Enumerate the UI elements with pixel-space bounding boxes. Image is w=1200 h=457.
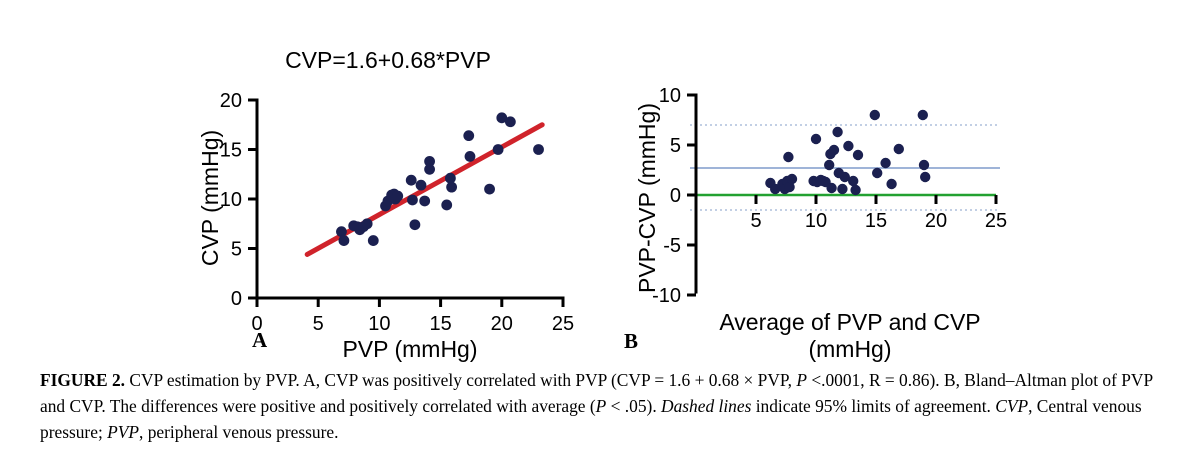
panel-b-letter: B	[624, 329, 638, 353]
panel-b-x-tick-5: 5	[750, 210, 761, 232]
panel-b-y-axis-label: PVP-CVP (mmHg)	[634, 103, 660, 293]
panel-a-scatter-plot: CVP=1.6+0.68*PVP 0 5 10 15 20 25 0 5 10 15 20 PVP …	[0, 0, 600, 370]
panel-b-reference-lines	[690, 124, 1000, 211]
data-point	[441, 199, 453, 211]
data-point	[463, 130, 475, 142]
panel-a-y-tick-20: 20	[220, 90, 242, 112]
figure-caption: FIGURE 2. CVP estimation by PVP. A, CVP …	[0, 368, 1200, 445]
data-point	[444, 172, 456, 184]
data-point	[832, 126, 843, 138]
data-point	[850, 184, 861, 196]
data-point	[837, 183, 848, 195]
panel-a-svg: CVP=1.6+0.68*PVP 0 5 10 15 20 25 0 5 10 15 20 PVP …	[197, 47, 574, 362]
data-point	[918, 159, 930, 171]
data-point	[786, 173, 798, 185]
panel-a-x-tick-15: 15	[429, 313, 451, 335]
panel-b-y-tick-10: 10	[659, 85, 681, 107]
panel-a-y-tick-15: 15	[220, 140, 242, 162]
panel-b-x-tick-20: 20	[925, 210, 947, 232]
caption-segment: CVP estimation by PVP. A, CVP was positi…	[125, 370, 797, 390]
data-point	[810, 133, 822, 145]
data-point	[848, 175, 859, 187]
caption-segment: indicate 95% limits of agreement.	[751, 395, 996, 416]
caption-segment: , Central venous pressure;	[40, 395, 1142, 442]
caption-italic-term: PVP	[107, 421, 140, 442]
panel-b-axes	[687, 93, 998, 297]
panel-a-x-tick-25: 25	[552, 313, 574, 335]
panel-b-x-tick-15: 15	[865, 210, 887, 232]
data-point	[424, 163, 435, 175]
panel-a-x-tick-10: 10	[368, 313, 390, 335]
data-point	[880, 157, 891, 169]
data-point	[496, 112, 508, 124]
data-point	[872, 167, 883, 179]
caption-segment: <.0001, R = 0.86). B, Bland–Altman plot …	[40, 370, 1153, 416]
panel-b-y-tick--5: -5	[663, 235, 681, 257]
data-point	[824, 159, 835, 171]
data-point	[415, 179, 427, 191]
data-point	[784, 181, 795, 193]
data-point	[392, 190, 404, 202]
data-point	[424, 155, 435, 167]
data-point	[533, 144, 544, 155]
panel-b-y-tick-0: 0	[670, 185, 681, 207]
data-point	[852, 149, 864, 161]
data-point	[504, 116, 516, 128]
panel-b-bland-altman-plot: -10 -5 0 5 10 5 10 15 20 25 Average of PVP and CV…	[600, 0, 1200, 370]
caption-italic-term: Dashed lines	[661, 395, 752, 416]
data-point	[336, 226, 347, 238]
data-point	[419, 195, 431, 207]
data-point	[361, 218, 373, 230]
data-point	[920, 171, 931, 183]
panel-a-axes	[248, 98, 565, 307]
data-point	[407, 194, 418, 206]
data-point	[405, 174, 417, 186]
panel-a-tick-labels: 0 5 10 15 20 25 0 5 10 15 20	[220, 90, 574, 335]
data-point	[826, 182, 837, 194]
data-point	[409, 219, 421, 231]
data-point	[839, 171, 850, 183]
data-point	[843, 140, 854, 152]
panel-b-x-tick-10: 10	[805, 210, 827, 232]
panel-a-x-tick-5: 5	[313, 313, 324, 335]
data-point	[464, 151, 476, 162]
panel-a-letter: A	[252, 328, 268, 352]
panel-b-svg: -10 -5 0 5 10 5 10 15 20 25 Average of PVP and CV…	[624, 85, 1007, 362]
data-point	[446, 181, 458, 193]
caption-italic-term: P	[796, 370, 807, 390]
panel-b-tick-labels: -10 -5 0 5 10 5 10 15 20 25	[652, 85, 1007, 307]
caption-italic-term: P	[595, 395, 607, 416]
data-point	[828, 144, 840, 156]
panel-b-x-axis-label-line2: (mmHg)	[808, 336, 891, 362]
panel-a-data-points	[336, 112, 544, 246]
data-point	[917, 109, 928, 121]
panel-b-y-tick--10: -10	[652, 285, 681, 307]
panel-b-y-tick-5: 5	[670, 135, 681, 157]
data-point	[367, 235, 379, 246]
panel-a-x-tick-20: 20	[491, 313, 513, 335]
panel-a-y-tick-0: 0	[231, 288, 242, 310]
caption-italic-term: CVP	[995, 395, 1029, 416]
panel-b-data-points	[765, 109, 931, 196]
caption-segment: , peripheral venous pressure.	[139, 421, 339, 442]
panel-a-title: CVP=1.6+0.68*PVP	[285, 47, 491, 73]
panel-b-x-tick-25: 25	[985, 210, 1007, 232]
caption-figure-label: FIGURE 2.	[40, 370, 126, 390]
data-point	[886, 178, 897, 190]
data-point	[783, 151, 794, 163]
figure-caption-text: FIGURE 2. CVP estimation by PVP. A, CVP …	[40, 370, 1153, 442]
panel-a-y-tick-5: 5	[231, 239, 242, 261]
panel-a-x-axis-label: PVP (mmHg)	[342, 336, 477, 362]
caption-segment: < .05).	[606, 395, 662, 416]
panel-a-y-axis-label: CVP (mmHg)	[197, 130, 223, 266]
data-point	[338, 235, 350, 246]
data-point	[484, 183, 495, 195]
data-point	[893, 143, 904, 155]
panel-a-y-tick-10: 10	[220, 189, 242, 211]
panel-a-x-tick-0: 0	[251, 313, 262, 335]
data-point	[869, 109, 880, 121]
data-point	[492, 144, 504, 155]
panel-b-x-axis-label-line1: Average of PVP and CVP	[719, 309, 980, 335]
